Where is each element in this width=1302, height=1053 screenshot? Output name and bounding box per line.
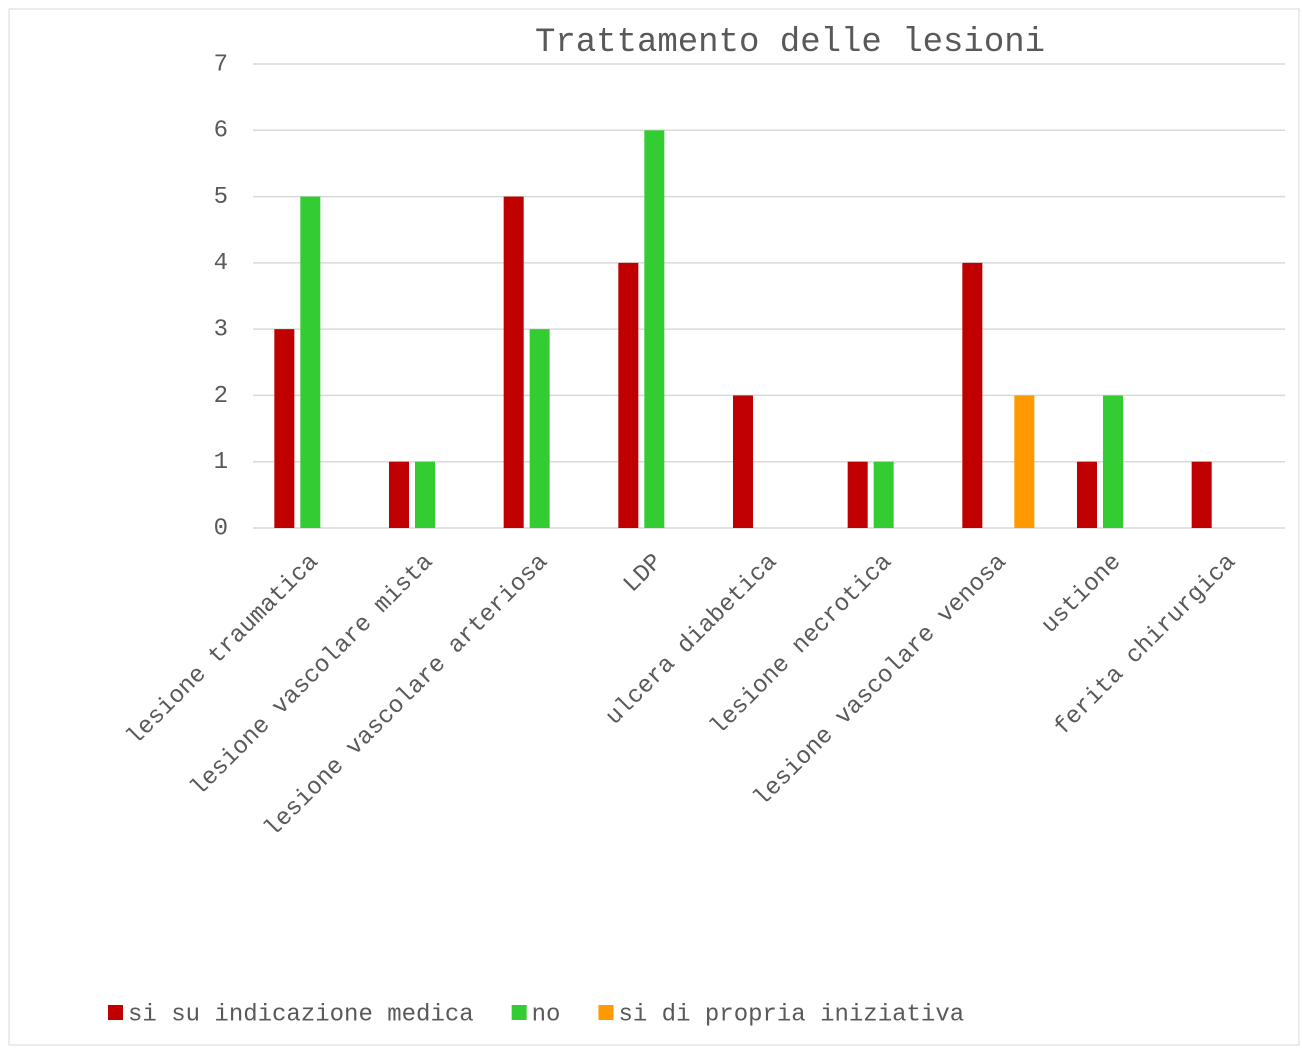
bar	[733, 395, 753, 528]
legend-swatch	[108, 1005, 123, 1020]
bar	[1191, 461, 1212, 528]
bar	[274, 329, 295, 528]
legend-swatch	[598, 1005, 614, 1020]
bar	[529, 329, 550, 528]
bar	[847, 461, 868, 528]
y-tick-label: 4	[214, 250, 228, 277]
bar	[503, 196, 524, 529]
y-tick-label: 0	[214, 515, 228, 542]
y-tick-label: 7	[214, 51, 228, 78]
legend-label: si su indicazione medica	[128, 1001, 474, 1028]
chart-title: Trattamento delle lesioni	[535, 24, 1045, 62]
y-tick-label: 2	[214, 383, 228, 410]
bar	[1103, 395, 1123, 528]
bar	[962, 262, 983, 528]
bar	[1014, 395, 1035, 528]
y-tick-label: 5	[214, 184, 228, 211]
bar	[389, 461, 409, 528]
legend-swatch	[511, 1005, 527, 1020]
bar	[300, 196, 321, 529]
bar	[644, 130, 665, 529]
bar	[1077, 461, 1097, 528]
bar	[415, 461, 435, 528]
bar	[618, 262, 639, 528]
y-tick-label: 6	[214, 118, 228, 145]
legend-label: si di propria iniziativa	[618, 1001, 964, 1028]
legend-label: no	[532, 1001, 561, 1028]
y-tick-label: 1	[214, 449, 228, 476]
y-tick-label: 3	[214, 316, 228, 343]
bar	[873, 461, 894, 528]
